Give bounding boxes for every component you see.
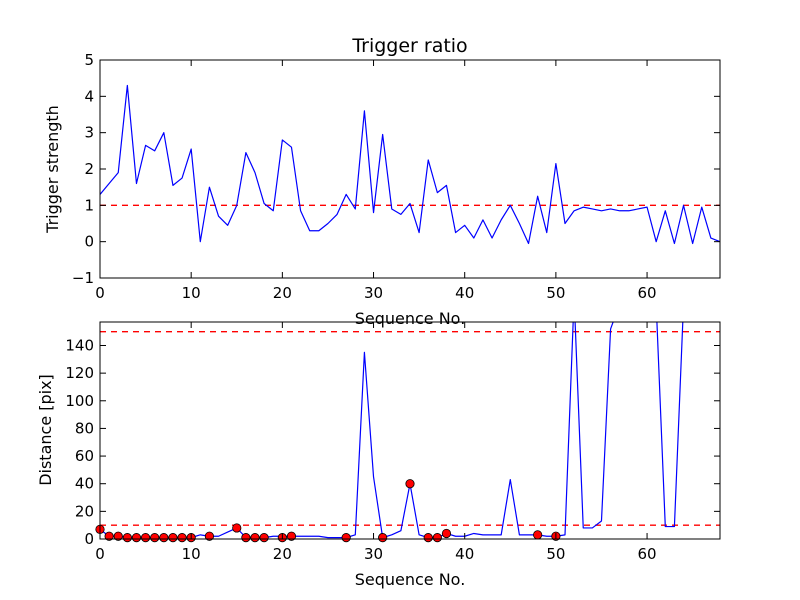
data-point-marker (250, 533, 260, 543)
y-tick-label: 20 (75, 502, 94, 520)
data-point-marker (432, 533, 442, 543)
data-point-marker (286, 531, 297, 541)
plot-frame (99, 321, 721, 540)
x-tick-label: 0 (95, 545, 105, 563)
y-tick-label: 40 (75, 475, 94, 493)
x-tick-label: 10 (182, 284, 201, 302)
x-tick-label: 50 (546, 545, 565, 563)
x-axis-label: Sequence No. (355, 309, 466, 328)
x-tick-label: 20 (273, 545, 292, 563)
x-tick-label: 60 (638, 284, 657, 302)
y-tick-label: −1 (72, 269, 94, 287)
data-point-marker (341, 533, 351, 543)
data-point-marker (232, 523, 242, 533)
y-tick-label: 60 (75, 447, 94, 465)
x-tick-label: 60 (638, 545, 657, 563)
x-axis-label: Sequence No. (355, 570, 466, 589)
y-tick-label: 0 (84, 233, 94, 251)
chart-title: Trigger ratio (351, 35, 467, 57)
y-tick-label: 2 (84, 160, 94, 178)
data-point-marker (204, 531, 215, 541)
plot-area (100, 84, 720, 245)
data-point-marker (150, 533, 160, 543)
y-axis-label: Trigger strength (43, 105, 62, 234)
data-point-marker (241, 533, 251, 543)
x-tick-label: 40 (455, 545, 474, 563)
x-tick-label: 50 (546, 284, 565, 302)
x-tick-label: 0 (95, 284, 105, 302)
x-tick-label: 30 (364, 545, 383, 563)
data-point-marker (405, 479, 415, 489)
distance-chart: Sequence No. Distance [pix] 0 10 20 30 40 50 6… (36, 321, 721, 589)
data-point-marker (104, 531, 114, 541)
series-line (100, 84, 720, 245)
x-tick-label: 10 (182, 545, 201, 563)
data-point-marker (259, 533, 269, 543)
x-tick-label: 20 (273, 284, 292, 302)
data-point-marker (177, 533, 187, 543)
x-tick-label: 30 (364, 284, 383, 302)
y-tick-label: 120 (65, 364, 94, 382)
data-point-marker (423, 533, 433, 543)
x-tick-label: 40 (455, 284, 474, 302)
data-point-marker (159, 533, 169, 543)
data-point-marker (378, 533, 388, 543)
data-point-marker (113, 531, 123, 541)
y-tick-label: 4 (84, 87, 94, 105)
y-tick-label: 80 (75, 419, 94, 437)
y-tick-label: 1 (84, 196, 94, 214)
data-point-marker (122, 533, 132, 543)
data-point-marker (131, 533, 142, 543)
data-point-marker (441, 528, 452, 539)
y-tick-label: 100 (65, 392, 94, 410)
data-point-marker (140, 533, 151, 543)
y-tick-label: 5 (84, 51, 94, 69)
y-tick-label: 0 (84, 530, 94, 548)
y-tick-label: 140 (65, 336, 94, 354)
y-axis-label: Distance [pix] (36, 374, 55, 486)
data-point-marker (533, 530, 543, 540)
trigger-ratio-chart: Trigger ratio Sequence No. Trigger stren… (43, 35, 721, 328)
y-tick-label: 3 (84, 124, 94, 142)
data-point-marker (168, 533, 178, 543)
